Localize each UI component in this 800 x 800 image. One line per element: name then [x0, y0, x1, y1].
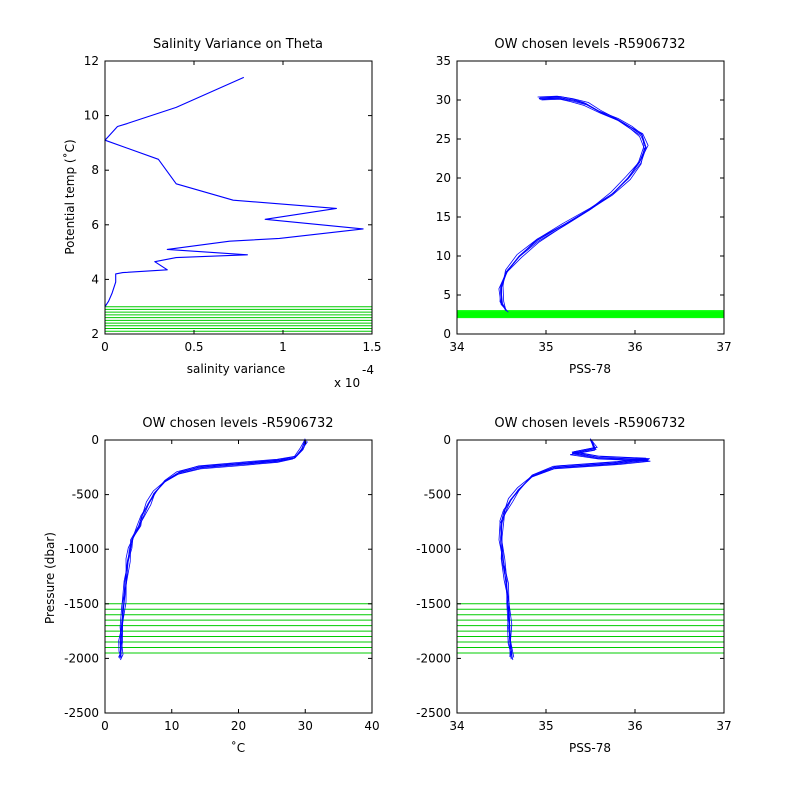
y-tick-label: 10: [436, 249, 451, 263]
y-tick-label: 10: [84, 109, 99, 123]
y-tick-label: 12: [84, 54, 99, 68]
x-tick-label: 1: [279, 340, 287, 354]
plot-area: 34 35 36 37 0 5 10 15 20 25 30 35: [436, 54, 732, 354]
chart-ow-levels-salinity-pressure: OW chosen levels -R5906732 PSS-78 34 35 36…: [416, 416, 732, 755]
series-line-profile: [498, 98, 645, 313]
y-tick-label: 8: [91, 163, 99, 177]
x-tick-label: 35: [538, 340, 553, 354]
y-tick-label: -2500: [416, 706, 451, 720]
x-tick-label: 1.5: [362, 340, 381, 354]
plot-area: 0 10 20 30 40 -2500 -2000 -1500 -1000 -500 0: [64, 433, 380, 733]
y-tick-label: -2000: [64, 651, 99, 665]
y-tick-label: 20: [436, 171, 451, 185]
y-tick-label: -1000: [416, 542, 451, 556]
x-tick-label: 30: [298, 719, 313, 733]
y-tick-label: 15: [436, 210, 451, 224]
chart-ow-levels-salinity-theta: OW chosen levels -R5906732 PSS-78 34 35 36…: [436, 37, 732, 376]
chart-salinity-variance: Salinity Variance on Theta salinity vari…: [62, 37, 382, 390]
series-line-profile: [119, 441, 308, 661]
y-tick-label: 5: [443, 288, 451, 302]
x-tick-label: 0.5: [184, 340, 203, 354]
y-tick-label: 4: [91, 272, 99, 286]
x-tick-label: 34: [449, 340, 464, 354]
x-axis-label: ˚C: [231, 740, 245, 755]
axes-frame: [456, 439, 725, 714]
plot-background: [457, 440, 724, 713]
y-tick-label: 2: [91, 327, 99, 341]
series-line-profile: [118, 438, 306, 658]
x-tick-label: 0: [101, 340, 109, 354]
axes-frame: [104, 60, 373, 335]
series-line-profile: [500, 98, 647, 312]
x-exponent-power: -4: [362, 363, 374, 377]
series-line-profile: [502, 95, 649, 310]
series-line-profile: [500, 438, 647, 658]
y-tick-label: -2500: [64, 706, 99, 720]
y-axis-label: Pressure (dbar): [43, 532, 57, 624]
y-tick-label: 0: [91, 433, 99, 447]
x-exponent-base: x 10: [334, 376, 360, 390]
series-line-profile: [499, 96, 645, 310]
x-tick-label: 40: [364, 719, 379, 733]
x-tick-label: 34: [449, 719, 464, 733]
x-axis-label: PSS-78: [569, 741, 611, 755]
chart-title: Salinity Variance on Theta: [153, 37, 323, 52]
series-line: [104, 76, 364, 308]
y-tick-label: -1000: [64, 542, 99, 556]
x-tick-label: 37: [716, 340, 731, 354]
plot-background: [105, 440, 372, 713]
y-tick-label: -1500: [416, 597, 451, 611]
y-tick-label: 35: [436, 54, 451, 68]
plot-background: [457, 61, 724, 334]
y-tick-label: 0: [443, 327, 451, 341]
y-tick-label: 0: [443, 433, 451, 447]
x-axis-label: PSS-78: [569, 362, 611, 376]
y-tick-label: 6: [91, 218, 99, 232]
chart-title: OW chosen levels -R5906732: [142, 416, 333, 431]
y-axis-label: Potential temp (˚C): [62, 139, 77, 254]
y-tick-label: -500: [424, 488, 451, 502]
y-tick-label: -2000: [416, 651, 451, 665]
series-line: [119, 439, 306, 659]
y-tick-label: -1500: [64, 597, 99, 611]
plot-area: 0 0.5 1 1.5 2 4 6 8 10 12: [84, 54, 382, 354]
y-tick-label: -500: [72, 488, 99, 502]
series-line-profile: [119, 440, 307, 660]
axes-frame: [456, 60, 725, 335]
plot-area: 34 35 36 37 -2500 -2000 -1500 -1000 -500 0: [416, 433, 732, 733]
x-tick-label: 20: [231, 719, 246, 733]
x-axis-label: salinity variance: [187, 362, 286, 376]
plot-background: [105, 61, 372, 334]
x-tick-label: 10: [164, 719, 179, 733]
chart-ow-levels-temperature-pressure: OW chosen levels -R5906732 ˚C Pressure (…: [43, 416, 380, 755]
y-tick-label: 30: [436, 93, 451, 107]
x-tick-label: 0: [101, 719, 109, 733]
chart-title: OW chosen levels -R5906732: [494, 37, 685, 52]
x-tick-label: 36: [627, 719, 642, 733]
x-tick-label: 35: [538, 719, 553, 733]
x-tick-label: 36: [627, 340, 642, 354]
chart-title: OW chosen levels -R5906732: [494, 416, 685, 431]
x-tick-label: 37: [716, 719, 731, 733]
y-tick-label: 25: [436, 132, 451, 146]
